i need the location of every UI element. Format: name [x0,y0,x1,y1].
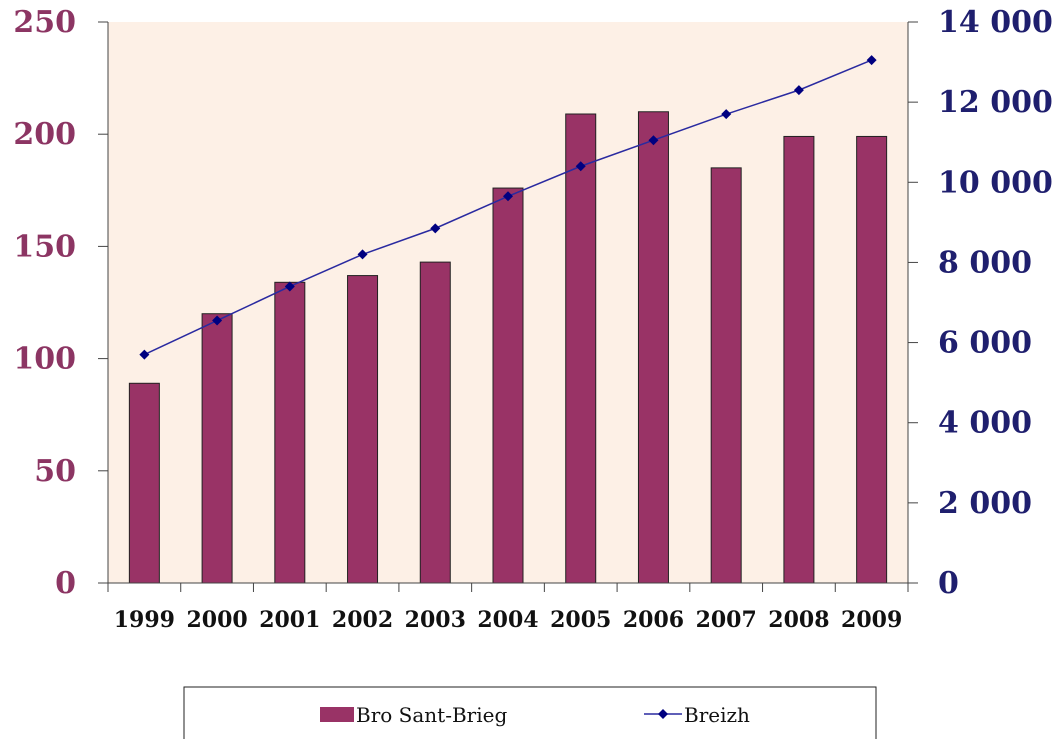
y-right-tick-label: 12 000 [938,85,1053,120]
y-left-tick-label: 50 [34,454,76,489]
breizh-point-2005 [575,161,586,172]
legend-box [183,686,877,739]
breizh-point-2008 [793,85,804,96]
y-left-tick-label: 0 [55,566,76,601]
x-tick-label-2005: 2005 [550,607,611,633]
breizh-point-2001 [284,281,295,292]
breizh-point-2007 [721,109,732,120]
x-tick-label-2007: 2007 [696,607,757,633]
breizh-point-2006 [648,135,659,146]
y-right-tick-label: 8 000 [938,245,1032,280]
y-right-tick-label: 10 000 [938,165,1053,200]
y-right-tick-label: 6 000 [938,326,1032,361]
bar-1999 [128,382,160,584]
y-left-tick-label: 150 [13,229,76,264]
x-tick-label-2009: 2009 [841,607,902,633]
legend-swatch-bar [320,707,354,722]
legend-label-bar: Bro Sant-Brieg [356,703,507,727]
y-right-tick-label: 14 000 [938,5,1053,40]
bar-series [128,111,888,584]
breizh-point-2009 [866,55,877,66]
legend: Bro Sant-Brieg Breizh [183,686,877,739]
x-tick-label-2006: 2006 [623,607,684,633]
y-right-tick-label: 2 000 [938,486,1032,521]
bar-2002 [347,275,379,584]
y-right-tick-label: 4 000 [938,406,1032,441]
bar-2003 [419,261,451,584]
x-tick-label-2000: 2000 [186,607,247,633]
bar-2008 [783,135,815,584]
breizh-point-2002 [357,249,368,260]
x-tick-label-2001: 2001 [259,607,320,633]
y-left-tick-label: 250 [13,5,76,40]
axes [98,21,918,592]
x-tick-label-1999: 1999 [114,607,175,633]
bar-2009 [856,135,888,584]
x-tick-label-2004: 2004 [477,607,538,633]
breizh-point-1999 [139,349,150,360]
x-tick-label-2002: 2002 [332,607,393,633]
y-left-tick-label: 200 [13,117,76,152]
x-tick-label-2003: 2003 [405,607,466,633]
bar-2000 [201,313,233,584]
line-series [139,55,877,360]
legend-marker-icon [658,709,668,719]
legend-label-line: Breizh [684,703,750,727]
breizh-point-2000 [212,315,223,326]
y-right-tick-label: 0 [938,566,959,601]
y-left-tick-label: 100 [13,342,76,377]
bar-2001 [274,281,306,584]
bar-2005 [565,113,597,584]
breizh-point-2003 [430,223,441,234]
x-tick-label-2008: 2008 [768,607,829,633]
tick-labels: 0 50 100 150 200 250 0 2 000 4 000 6 000 8 000 10 0… [13,5,1052,633]
bar-2007 [710,167,742,584]
bar-2006 [637,111,669,584]
bar-2004 [492,187,524,584]
breizh-point-2004 [503,191,513,202]
